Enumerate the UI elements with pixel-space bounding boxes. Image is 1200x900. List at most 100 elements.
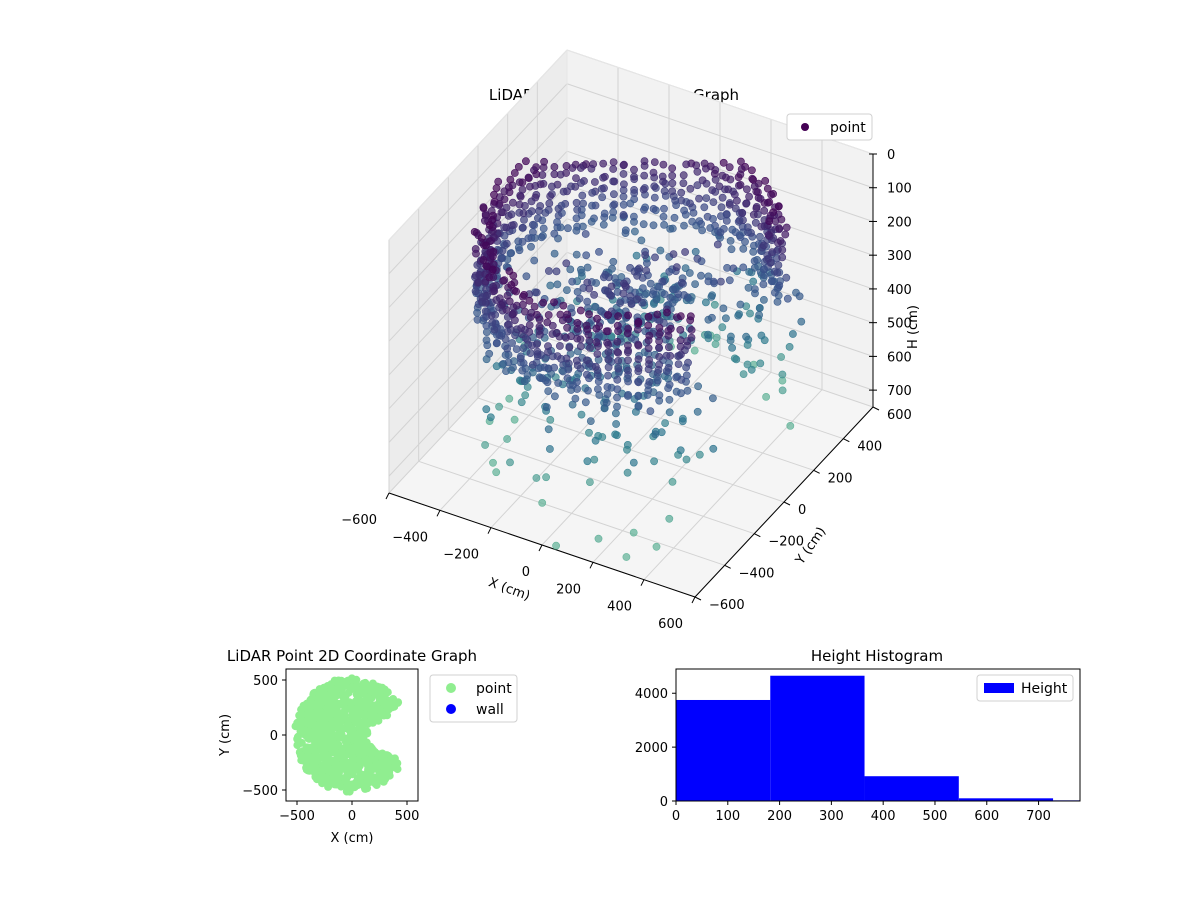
point-3d — [591, 436, 600, 445]
point-3d — [700, 203, 709, 212]
point-2d — [322, 708, 331, 717]
y-tick-label-3d: −400 — [739, 566, 775, 581]
point-3d — [686, 199, 694, 208]
point-3d — [620, 160, 628, 169]
point-3d — [506, 458, 514, 467]
point-3d — [685, 269, 694, 277]
point-3d — [577, 410, 586, 419]
point-3d — [543, 318, 552, 327]
point-2d — [328, 738, 337, 747]
point-3d — [546, 281, 555, 290]
point-3d — [727, 332, 735, 341]
z-axis-label-3d: H (cm) — [906, 305, 921, 349]
point-3d — [637, 236, 646, 245]
point-3d — [530, 302, 539, 311]
point-3d — [643, 259, 651, 268]
x-tick-label-3d: −200 — [443, 548, 479, 563]
point-3d — [682, 160, 691, 169]
point-3d — [661, 419, 669, 427]
point-3d — [634, 341, 643, 350]
chart-2d-title: LiDAR Point 2D Coordinate Graph — [227, 647, 477, 665]
point-3d — [655, 391, 664, 400]
point-3d — [698, 176, 707, 185]
point-3d — [655, 323, 664, 332]
point-3d — [539, 298, 548, 307]
point-3d — [577, 179, 585, 187]
point-3d — [726, 236, 735, 245]
point-3d — [762, 392, 770, 401]
point-3d — [665, 395, 674, 404]
point-2d — [370, 773, 379, 782]
point-2d — [355, 708, 364, 717]
point-3d — [624, 341, 632, 350]
point-3d — [691, 247, 700, 256]
point-3d — [601, 172, 609, 181]
point-3d — [645, 331, 654, 340]
point-3d — [677, 188, 686, 197]
point-3d — [716, 228, 725, 237]
point-3d — [693, 254, 702, 263]
point-3d — [640, 205, 648, 214]
point-3d — [556, 310, 565, 319]
point-3d — [718, 193, 727, 202]
point-3d — [501, 351, 510, 359]
point-3d — [509, 198, 517, 207]
point-3d — [775, 224, 783, 233]
point-3d — [490, 197, 499, 206]
point-3d — [554, 379, 563, 387]
point-3d — [572, 356, 581, 365]
point-3d — [572, 226, 581, 235]
point-2d — [318, 772, 327, 781]
point-3d — [674, 290, 683, 298]
point-3d — [520, 215, 528, 224]
point-3d — [619, 210, 628, 219]
point-3d — [766, 258, 775, 267]
point-3d — [473, 308, 481, 317]
point-3d — [482, 328, 491, 336]
point-3d — [477, 233, 486, 242]
point-3d — [747, 365, 756, 374]
point-2d — [296, 719, 304, 728]
point-3d — [485, 273, 494, 282]
point-3d — [612, 420, 620, 428]
point-3d — [736, 180, 745, 189]
point-3d — [512, 301, 521, 310]
legend-histogram-label: Height — [1021, 681, 1068, 697]
point-3d — [486, 413, 495, 422]
point-2d — [333, 760, 341, 769]
point-3d — [733, 196, 741, 205]
point-3d — [660, 204, 668, 213]
point-3d — [738, 208, 746, 217]
point-3d — [737, 157, 745, 166]
point-3d — [708, 186, 717, 194]
legend-histogram: Height — [976, 674, 1074, 702]
point-3d — [609, 257, 618, 266]
point-3d — [522, 272, 531, 281]
point-3d — [577, 265, 585, 274]
x-tick-label-2d: 500 — [395, 809, 420, 824]
point-3d — [573, 318, 582, 327]
point-2d — [305, 734, 314, 743]
point-2d — [335, 700, 343, 709]
point-3d — [727, 245, 736, 254]
point-3d — [600, 184, 608, 193]
point-3d — [659, 212, 668, 221]
point-3d — [562, 333, 570, 342]
point-3d — [482, 241, 490, 250]
point-3d — [479, 204, 488, 213]
point-3d — [590, 290, 598, 299]
point-3d — [518, 237, 527, 246]
point-3d — [759, 241, 768, 250]
point-3d — [756, 359, 765, 368]
point-3d — [552, 267, 561, 276]
point-2d — [364, 694, 373, 703]
point-3d — [660, 290, 669, 298]
point-3d — [749, 175, 757, 184]
point-3d — [612, 409, 620, 418]
point-3d — [479, 256, 488, 264]
point-3d — [563, 286, 571, 294]
point-3d — [473, 315, 482, 324]
point-3d — [492, 296, 501, 304]
point-3d — [725, 163, 734, 172]
point-3d — [602, 327, 611, 336]
